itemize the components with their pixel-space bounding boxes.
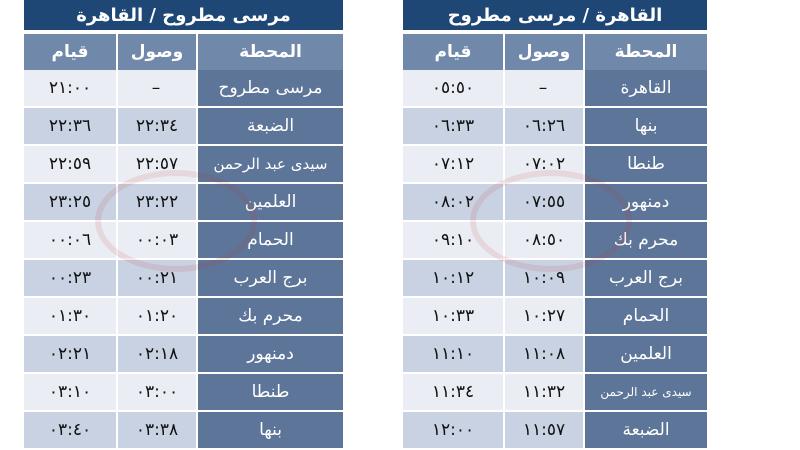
table-row: ٠١:٣٠ ٠١:٢٠ محرم بك [24, 298, 343, 334]
arrival-time: ٠٣:٠٠ [118, 374, 196, 410]
arrival-time: ١٠:٠٩ [505, 260, 583, 296]
departure-time: ٠٢:٢١ [24, 336, 116, 372]
departure-time: ٠٣:١٠ [24, 374, 116, 410]
station-name: الحمام [585, 298, 707, 334]
table-row: ٠٢:٢١ ٠٢:١٨ دمنهور [24, 336, 343, 372]
departure-time: ٠٠:٢٣ [24, 260, 116, 296]
departure-time: ١٢:٠٠ [403, 412, 503, 448]
departure-time: ١١:١٠ [403, 336, 503, 372]
departure-time: ٠٥:٥٠ [403, 70, 503, 106]
arrival-time: ١١:٠٨ [505, 336, 583, 372]
station-name: سيدى عبد الرحمن [198, 146, 343, 182]
departure-time: ٠١:٣٠ [24, 298, 116, 334]
departure-time: ٢١:٠٠ [24, 70, 116, 106]
station-name: بنها [198, 412, 343, 448]
table-row: ٢١:٠٠– مرسى مطروح [24, 70, 343, 106]
station-name: برج العرب [585, 260, 707, 296]
header-row: قيام وصول المحطة [24, 34, 343, 70]
station-name: الضبعة [585, 412, 707, 448]
arrival-time: – [505, 70, 583, 106]
station-name: مرسى مطروح [198, 70, 343, 106]
arrival-time: ٠٣:٣٨ [118, 412, 196, 448]
table-row: ١٢:٠٠ ١١:٥٧ الضبعة [403, 412, 707, 448]
header-departure: قيام [24, 34, 116, 70]
departure-time: ١٠:٣٣ [403, 298, 503, 334]
arrival-time: ٠١:٢٠ [118, 298, 196, 334]
station-name: محرم بك [585, 222, 707, 258]
station-name: سيدى عبد الرحمن [585, 374, 707, 410]
station-name: القاهرة [585, 70, 707, 106]
station-name: برج العرب [198, 260, 343, 296]
departure-time: ٢٢:٣٦ [24, 108, 116, 144]
departure-time: ١٠:١٢ [403, 260, 503, 296]
arrival-time: ٠٢:١٨ [118, 336, 196, 372]
table-row: ٠٠:٢٣ ٠٠:٢١ برج العرب [24, 260, 343, 296]
table-row: ٠٨:٠٢ ٠٧:٥٥ دمنهور [403, 184, 707, 220]
schedule-table-cairo-matrouh: القاهرة / مرسى مطروح قيام وصول المحطة ٠٥:٥٠… [403, 0, 707, 450]
arrival-time: – [118, 70, 196, 106]
arrival-time: ٠٠:٢١ [118, 260, 196, 296]
table-row: ٢٣:٢٥ ٢٣:٢٢ العلمين [24, 184, 343, 220]
departure-time: ٠٧:١٢ [403, 146, 503, 182]
departure-time: ٠٨:٠٢ [403, 184, 503, 220]
station-name: طنطا [198, 374, 343, 410]
schedule-table-matrouh-cairo: مرسى مطروح / القاهرة قيام وصول المحطة ٢١:٠٠… [24, 0, 343, 450]
departure-time: ٠٠:٠٦ [24, 222, 116, 258]
table-row: ٠٥:٥٠– القاهرة [403, 70, 707, 106]
arrival-time: ٠٦:٢٦ [505, 108, 583, 144]
table-title: القاهرة / مرسى مطروح [403, 0, 707, 30]
station-name: دمنهور [198, 336, 343, 372]
station-name: العلمين [585, 336, 707, 372]
station-name: بنها [585, 108, 707, 144]
departure-time: ١١:٣٤ [403, 374, 503, 410]
station-name: دمنهور [585, 184, 707, 220]
header-station: المحطة [585, 34, 707, 70]
table-row: ١١:١٠ ١١:٠٨ العلمين [403, 336, 707, 372]
departure-time: ٠٣:٤٠ [24, 412, 116, 448]
station-name: الضبعة [198, 108, 343, 144]
departure-time: ٠٩:١٠ [403, 222, 503, 258]
station-name: العلمين [198, 184, 343, 220]
header-departure: قيام [403, 34, 503, 70]
header-arrival: وصول [118, 34, 196, 70]
arrival-time: ٠٠:٠٣ [118, 222, 196, 258]
arrival-time: ٠٧:٥٥ [505, 184, 583, 220]
departure-time: ٢٢:٥٩ [24, 146, 116, 182]
table-row: ٢٢:٥٩ ٢٢:٥٧ سيدى عبد الرحمن [24, 146, 343, 182]
arrival-time: ١١:٣٢ [505, 374, 583, 410]
station-name: محرم بك [198, 298, 343, 334]
table-row: ٠٣:٤٠ ٠٣:٣٨ بنها [24, 412, 343, 448]
station-name: طنطا [585, 146, 707, 182]
header-arrival: وصول [505, 34, 583, 70]
table-row: ٠٧:١٢ ٠٧:٠٢ طنطا [403, 146, 707, 182]
departure-time: ٠٦:٣٣ [403, 108, 503, 144]
station-name: الحمام [198, 222, 343, 258]
table-row: ١١:٣٤ ١١:٣٢ سيدى عبد الرحمن [403, 374, 707, 410]
table-row: ١٠:٣٣ ١٠:٢٧ الحمام [403, 298, 707, 334]
arrival-time: ٠٧:٠٢ [505, 146, 583, 182]
table-row: ٠٠:٠٦ ٠٠:٠٣ الحمام [24, 222, 343, 258]
table-row: ٠٩:١٠ ٠٨:٥٠ محرم بك [403, 222, 707, 258]
header-row: قيام وصول المحطة [403, 34, 707, 70]
arrival-time: ٢٣:٢٢ [118, 184, 196, 220]
table-row: ٠٦:٣٣ ٠٦:٢٦ بنها [403, 108, 707, 144]
header-station: المحطة [198, 34, 343, 70]
arrival-time: ١٠:٢٧ [505, 298, 583, 334]
table-row: ٠٣:١٠ ٠٣:٠٠ طنطا [24, 374, 343, 410]
arrival-time: ٢٢:٣٤ [118, 108, 196, 144]
arrival-time: ٢٢:٥٧ [118, 146, 196, 182]
arrival-time: ٠٨:٥٠ [505, 222, 583, 258]
table-row: ٢٢:٣٦ ٢٢:٣٤ الضبعة [24, 108, 343, 144]
table-row: ١٠:١٢ ١٠:٠٩ برج العرب [403, 260, 707, 296]
departure-time: ٢٣:٢٥ [24, 184, 116, 220]
arrival-time: ١١:٥٧ [505, 412, 583, 448]
table-title: مرسى مطروح / القاهرة [24, 0, 343, 30]
